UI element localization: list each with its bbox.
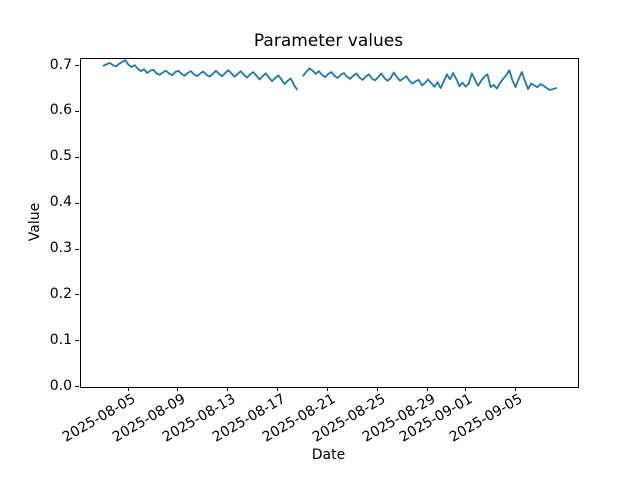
y-tick-mark xyxy=(75,156,79,158)
x-tick-mark xyxy=(377,387,379,391)
y-tick-label: 0.7 xyxy=(49,56,72,73)
y-tick-mark xyxy=(75,248,79,250)
parameter-value-line-segment-1 xyxy=(102,59,298,91)
x-tick-mark xyxy=(127,387,129,391)
y-tick-label: 0.1 xyxy=(49,331,72,348)
y-tick-label: 0.3 xyxy=(49,240,72,256)
x-tick-mark xyxy=(177,387,179,391)
y-tick-label: 0.4 xyxy=(49,194,72,211)
x-tick-mark xyxy=(227,387,229,391)
y-tick-mark xyxy=(75,110,79,112)
x-tick-mark xyxy=(427,387,429,391)
chart-title: Parameter values xyxy=(253,31,404,51)
y-axis-label: Value xyxy=(27,202,43,242)
line-chart xyxy=(102,59,558,91)
y-tick-label: 0.2 xyxy=(49,285,72,302)
y-tick-mark xyxy=(75,65,79,67)
x-tick-mark xyxy=(464,387,466,391)
y-tick-label: 0.6 xyxy=(49,102,72,119)
y-tick-label: 0.5 xyxy=(49,148,72,165)
y-tick-label: 0.0 xyxy=(49,377,72,394)
x-tick-mark xyxy=(277,387,279,391)
x-tick-mark xyxy=(327,387,329,391)
plot-area xyxy=(80,58,579,388)
y-tick-mark xyxy=(75,202,79,204)
parameter-value-line-segment-2 xyxy=(302,67,558,91)
x-tick-mark xyxy=(514,387,516,391)
y-tick-mark xyxy=(75,294,79,296)
x-axis-label: Date xyxy=(311,447,346,463)
y-tick-mark xyxy=(75,386,79,387)
y-tick-mark xyxy=(75,340,79,342)
